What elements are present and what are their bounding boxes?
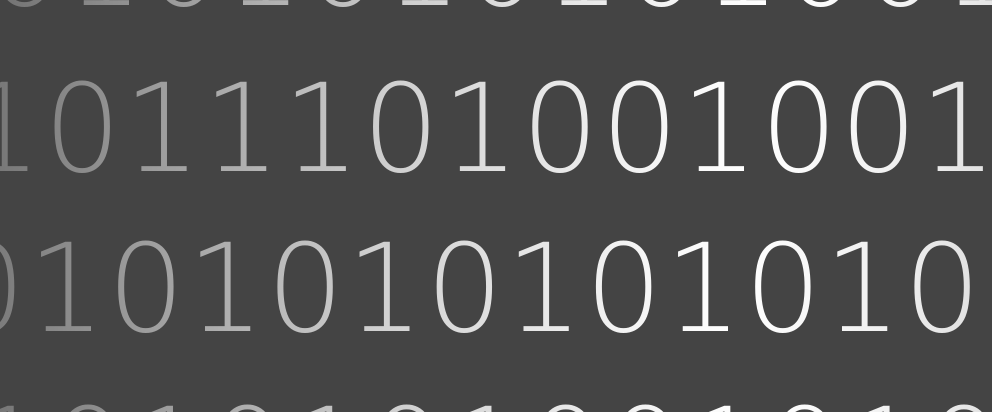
- binary-row-2: 1011101001001011100: [0, 68, 992, 190]
- binary-row-4: 1010101001010101010: [0, 392, 992, 412]
- binary-row-3: 0101010101010010101: [0, 228, 992, 350]
- binary-row-1: 0101010101001010100: [0, 0, 992, 24]
